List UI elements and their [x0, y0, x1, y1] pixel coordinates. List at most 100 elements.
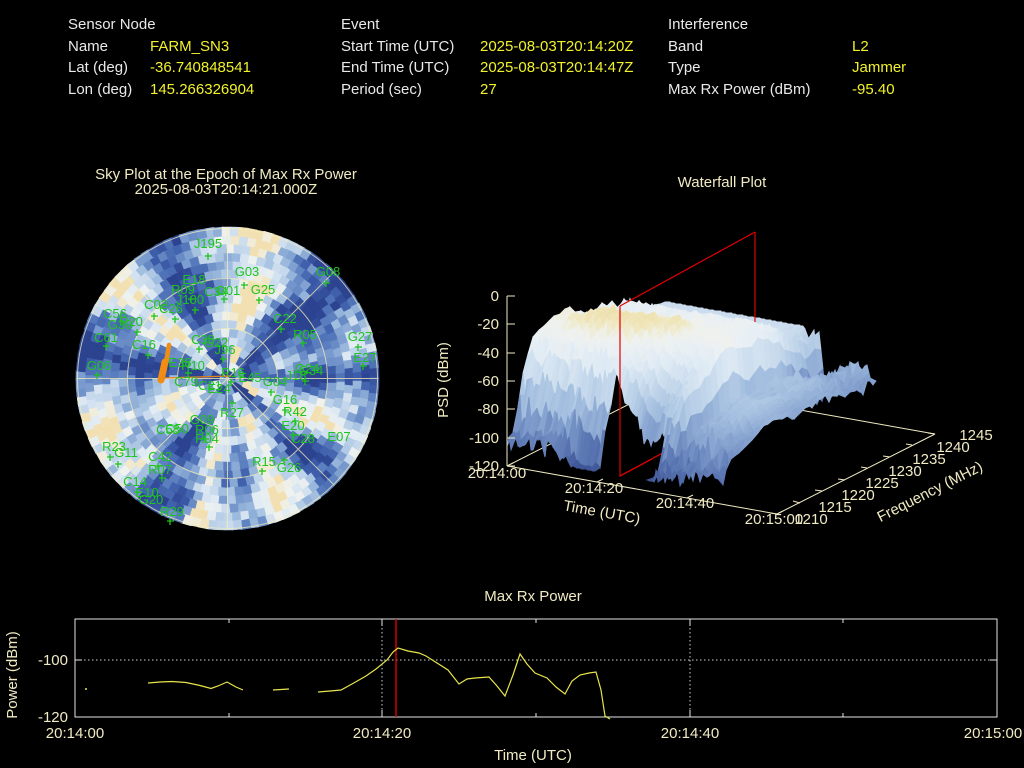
svg-text:Type: Type: [668, 59, 701, 76]
svg-text:Max Rx Power: Max Rx Power: [484, 588, 582, 605]
svg-text:G08: G08: [316, 264, 341, 279]
svg-text:20:14:40: 20:14:40: [661, 725, 719, 742]
svg-text:G34: G34: [299, 363, 324, 378]
svg-text:C58: C58: [156, 422, 180, 437]
svg-text:J96: J96: [215, 342, 236, 357]
svg-text:E24: E24: [207, 381, 230, 396]
svg-text:C61: C61: [94, 330, 118, 345]
svg-text:C34: C34: [204, 284, 228, 299]
svg-text:C79: C79: [174, 374, 198, 389]
svg-text:J195: J195: [194, 236, 222, 251]
svg-text:C42: C42: [148, 449, 172, 464]
svg-text:-100: -100: [38, 652, 68, 669]
svg-text:E20: E20: [281, 418, 304, 433]
svg-text:E18: E18: [182, 272, 205, 287]
svg-text:R42: R42: [283, 404, 307, 419]
svg-text:20:14:20: 20:14:20: [353, 725, 411, 742]
svg-text:2025-08-03T20:14:47Z: 2025-08-03T20:14:47Z: [480, 59, 633, 76]
svg-text:Waterfall Plot: Waterfall Plot: [678, 174, 767, 191]
svg-text:E07: E07: [327, 429, 350, 444]
svg-text:Lon (deg): Lon (deg): [68, 81, 132, 98]
svg-text:C22: C22: [273, 311, 297, 326]
svg-text:G22: G22: [204, 335, 229, 350]
svg-text:Jammer: Jammer: [852, 59, 906, 76]
svg-text:1215: 1215: [818, 499, 851, 516]
svg-text:R29: R29: [160, 504, 184, 519]
svg-text:G04: G04: [263, 374, 288, 389]
svg-text:-40: -40: [477, 345, 499, 362]
svg-text:Lat (deg): Lat (deg): [68, 59, 128, 76]
svg-text:E10: E10: [135, 485, 158, 500]
svg-text:-80: -80: [477, 401, 499, 418]
svg-text:G26: G26: [277, 460, 302, 475]
svg-text:G03: G03: [235, 264, 260, 279]
svg-text:Time (UTC): Time (UTC): [562, 497, 642, 527]
svg-text:C02: C02: [144, 297, 168, 312]
svg-text:C21: C21: [198, 378, 222, 393]
svg-text:Name: Name: [68, 38, 108, 55]
svg-text:G06: G06: [87, 358, 112, 373]
svg-text:20:14:00: 20:14:00: [468, 465, 526, 482]
svg-text:E27: E27: [353, 350, 376, 365]
svg-text:R20: R20: [119, 314, 143, 329]
svg-text:R09: R09: [171, 282, 195, 297]
svg-text:R15: R15: [252, 454, 276, 469]
svg-text:R07: R07: [148, 462, 172, 477]
svg-text:-20: -20: [477, 316, 499, 333]
svg-text:Interference: Interference: [668, 16, 748, 33]
svg-text:1210: 1210: [794, 511, 827, 528]
svg-text:1240: 1240: [936, 439, 969, 456]
svg-text:R04: R04: [195, 431, 219, 446]
svg-text:C56: C56: [103, 306, 127, 321]
svg-text:G27: G27: [348, 329, 373, 344]
svg-text:1245: 1245: [959, 427, 992, 444]
svg-text:Sensor Node: Sensor Node: [68, 16, 156, 33]
svg-text:C50: C50: [165, 421, 189, 436]
svg-text:2025-08-03T20:14:21.000Z: 2025-08-03T20:14:21.000Z: [135, 181, 318, 198]
svg-text:End Time (UTC): End Time (UTC): [341, 59, 449, 76]
svg-text:R06: R06: [195, 422, 219, 437]
svg-text:-120: -120: [38, 709, 68, 726]
svg-text:20:15:00: 20:15:00: [745, 511, 803, 528]
svg-text:C16: C16: [132, 337, 156, 352]
svg-text:20:15:00: 20:15:00: [964, 725, 1022, 742]
svg-text:0: 0: [491, 288, 499, 305]
svg-text:Start Time (UTC): Start Time (UTC): [341, 38, 454, 55]
svg-text:1225: 1225: [865, 475, 898, 492]
svg-text:Event: Event: [341, 16, 380, 33]
svg-text:G24: G24: [295, 361, 320, 376]
svg-text:G25: G25: [251, 282, 276, 297]
svg-text:C14: C14: [123, 474, 147, 489]
svg-text:-120: -120: [469, 458, 499, 475]
svg-text:C26: C26: [159, 301, 183, 316]
svg-text:-95.40: -95.40: [852, 81, 895, 98]
svg-text:20:14:00: 20:14:00: [46, 725, 104, 742]
svg-text:20:14:20: 20:14:20: [565, 480, 623, 497]
svg-text:1220: 1220: [841, 487, 874, 504]
svg-text:C28: C28: [291, 431, 315, 446]
svg-text:Sky Plot at the Epoch of Max R: Sky Plot at the Epoch of Max Rx Power: [95, 166, 357, 183]
svg-text:-100: -100: [469, 430, 499, 447]
svg-text:G20: G20: [139, 492, 164, 507]
svg-text:R05: R05: [293, 327, 317, 342]
svg-text:J18: J18: [286, 368, 307, 383]
svg-text:PSD (dBm): PSD (dBm): [435, 342, 452, 418]
svg-text:E45: E45: [238, 370, 261, 385]
svg-text:Power (dBm): Power (dBm): [4, 631, 21, 719]
svg-text:1230: 1230: [888, 463, 921, 480]
svg-text:L2: L2: [852, 38, 869, 55]
svg-text:C38: C38: [191, 332, 215, 347]
svg-text:E38: E38: [168, 355, 191, 370]
svg-text:J100: J100: [176, 292, 204, 307]
svg-text:R27: R27: [220, 405, 244, 420]
svg-text:R16: R16: [221, 365, 245, 380]
svg-text:G11: G11: [114, 445, 138, 460]
svg-text:20:14:40: 20:14:40: [656, 495, 714, 512]
svg-text:Max Rx Power (dBm): Max Rx Power (dBm): [668, 81, 811, 98]
svg-text:-36.740848541: -36.740848541: [150, 59, 251, 76]
svg-text:G30: G30: [108, 317, 133, 332]
svg-text:R10: R10: [181, 358, 205, 373]
svg-text:-60: -60: [477, 373, 499, 390]
svg-text:FARM_SN3: FARM_SN3: [150, 38, 229, 55]
svg-text:Band: Band: [668, 38, 703, 55]
